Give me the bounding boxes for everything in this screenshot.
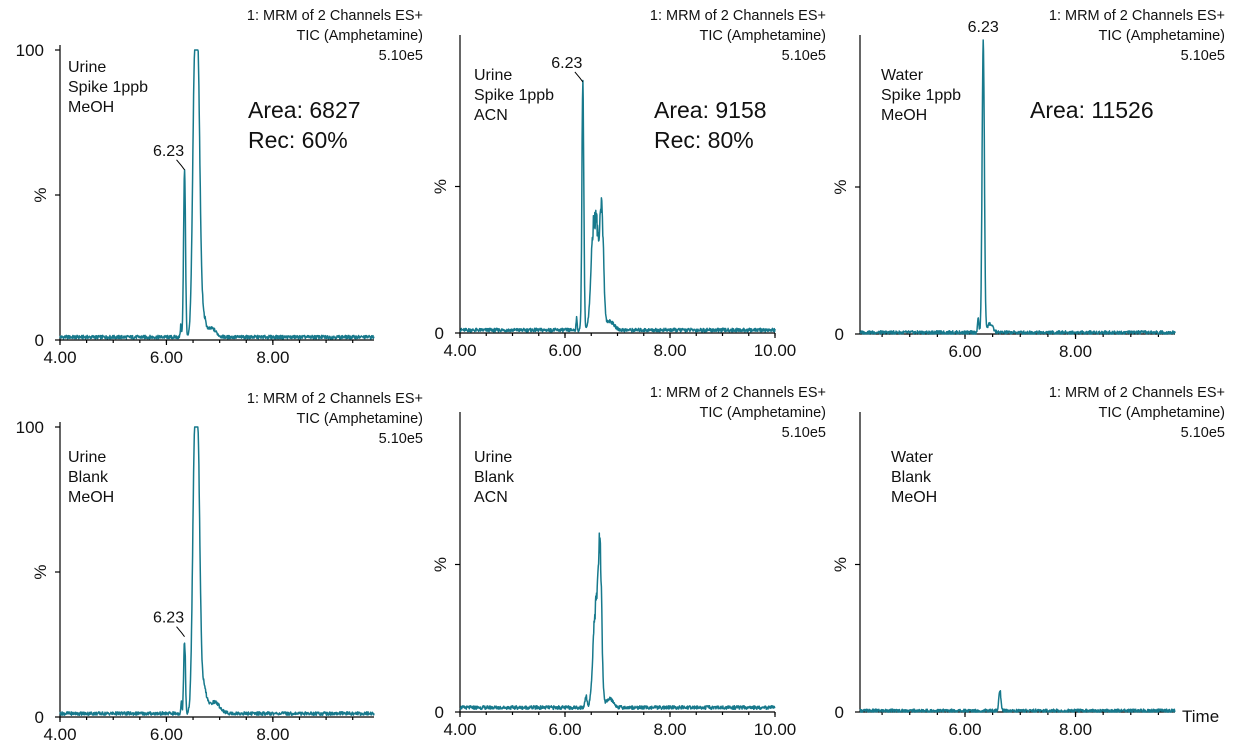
condition-line: Blank bbox=[474, 469, 515, 486]
condition-line: Spike 1ppb bbox=[881, 87, 961, 104]
x-tick-label: 8.00 bbox=[653, 341, 686, 360]
peak-leader bbox=[574, 71, 584, 83]
condition-line: ACN bbox=[474, 107, 508, 124]
header-line: 1: MRM of 2 Channels ES+ bbox=[247, 391, 423, 407]
area-annotation: Area: 6827 bbox=[248, 97, 361, 123]
x-tick-label: 10.00 bbox=[754, 341, 797, 360]
y-tick-label: 0 bbox=[835, 325, 844, 344]
x-tick-label: 8.00 bbox=[653, 720, 686, 739]
header-line: 1: MRM of 2 Channels ES+ bbox=[650, 8, 826, 24]
y-tick-label: 0 bbox=[35, 708, 44, 727]
header-line: TIC (Amphetamine) bbox=[1098, 405, 1225, 421]
x-tick-label: 6.00 bbox=[150, 725, 183, 744]
trace-line bbox=[59, 49, 375, 340]
x-tick-label: 8.00 bbox=[256, 725, 289, 744]
y-tick-label: 0 bbox=[435, 324, 444, 343]
peak-label: 6.23 bbox=[968, 19, 999, 36]
header-line: 5.10e5 bbox=[782, 48, 826, 64]
x-tick-label: 8.00 bbox=[256, 348, 289, 367]
condition-line: Water bbox=[891, 449, 934, 466]
trace-line bbox=[59, 426, 375, 717]
condition-line: Blank bbox=[68, 469, 109, 486]
peak-leader bbox=[176, 626, 185, 638]
x-tick-label: 6.00 bbox=[548, 341, 581, 360]
y-tick-label: 0 bbox=[435, 703, 444, 722]
trace-line bbox=[859, 39, 1176, 335]
x-tick-label: 10.00 bbox=[754, 720, 797, 739]
condition-line: MeOH bbox=[881, 107, 927, 124]
header-line: 5.10e5 bbox=[379, 431, 423, 447]
condition-line: Spike 1ppb bbox=[474, 87, 554, 104]
x-tick-label: 4.00 bbox=[443, 720, 476, 739]
x-tick-label: 8.00 bbox=[1059, 720, 1092, 739]
header-line: 5.10e5 bbox=[379, 48, 423, 64]
condition-line: Spike 1ppb bbox=[68, 79, 148, 96]
x-tick-label: 6.00 bbox=[948, 720, 981, 739]
condition-line: MeOH bbox=[68, 99, 114, 116]
chromatogram-panel: 6.00 8.00 0% 1: MRM of 2 Channels ES+ TIC (A… bbox=[831, 8, 1225, 361]
y-tick-label: 100 bbox=[16, 418, 44, 437]
y-axis-label: % bbox=[31, 564, 50, 579]
area-annotation: Area: 11526 bbox=[1030, 97, 1154, 123]
area-annotation: Rec: 80% bbox=[654, 127, 754, 153]
peak-leader bbox=[176, 159, 185, 171]
peak-label: 6.23 bbox=[153, 610, 184, 627]
chromatogram-panel: 4.00 6.00 8.00 10.00 0% 1: MRM of 2 Channels … bbox=[431, 385, 826, 739]
chromatogram-panel: 6.00 8.00 0% 1: MRM of 2 Channels ES+ TIC (A… bbox=[831, 385, 1225, 739]
area-annotation: Rec: 60% bbox=[248, 127, 348, 153]
trace-line bbox=[859, 689, 1176, 713]
chromatogram-panel: 4.00 6.00 8.00 0 100% 1: MRM of 2 Channels ES… bbox=[16, 391, 423, 744]
header-line: 1: MRM of 2 Channels ES+ bbox=[1049, 8, 1225, 24]
condition-line: MeOH bbox=[68, 489, 114, 506]
peak-label: 6.23 bbox=[153, 143, 184, 160]
condition-line: Blank bbox=[891, 469, 932, 486]
header-line: TIC (Amphetamine) bbox=[1098, 28, 1225, 44]
header-line: TIC (Amphetamine) bbox=[296, 28, 423, 44]
y-axis-label: % bbox=[831, 179, 850, 194]
x-tick-label: 6.00 bbox=[948, 342, 981, 361]
condition-line: Urine bbox=[474, 67, 512, 84]
header-line: TIC (Amphetamine) bbox=[296, 411, 423, 427]
condition-line: Urine bbox=[474, 449, 512, 466]
condition-line: ACN bbox=[474, 489, 508, 506]
y-axis-label: % bbox=[431, 179, 450, 194]
header-line: 5.10e5 bbox=[1181, 425, 1225, 441]
header-line: 5.10e5 bbox=[782, 425, 826, 441]
condition-line: Urine bbox=[68, 59, 106, 76]
trace-line bbox=[459, 532, 776, 711]
y-tick-label: 0 bbox=[35, 331, 44, 350]
y-axis-label: % bbox=[431, 557, 450, 572]
y-axis-label: % bbox=[31, 187, 50, 202]
chromatogram-panel: 4.00 6.00 8.00 0 100% 1: MRM of 2 Channels ES… bbox=[16, 8, 423, 367]
x-tick-label: 8.00 bbox=[1059, 342, 1092, 361]
area-annotation: Area: 9158 bbox=[654, 97, 767, 123]
x-tick-label: 6.00 bbox=[150, 348, 183, 367]
condition-line: MeOH bbox=[891, 489, 937, 506]
trace-line bbox=[459, 79, 776, 333]
header-line: 1: MRM of 2 Channels ES+ bbox=[1049, 385, 1225, 401]
header-line: 5.10e5 bbox=[1181, 48, 1225, 64]
header-line: 1: MRM of 2 Channels ES+ bbox=[650, 385, 826, 401]
y-tick-label: 0 bbox=[835, 703, 844, 722]
x-tick-label: 4.00 bbox=[43, 725, 76, 744]
header-line: TIC (Amphetamine) bbox=[699, 405, 826, 421]
condition-line: Water bbox=[881, 67, 924, 84]
x-tick-label: 4.00 bbox=[43, 348, 76, 367]
x-tick-label: 6.00 bbox=[548, 720, 581, 739]
peak-label: 6.23 bbox=[551, 55, 582, 72]
x-axis-title: Time bbox=[1182, 707, 1219, 726]
chromatogram-panel: 4.00 6.00 8.00 10.00 0% 1: MRM of 2 Channels … bbox=[431, 8, 826, 360]
condition-line: Urine bbox=[68, 449, 106, 466]
y-tick-label: 100 bbox=[16, 41, 44, 60]
header-line: TIC (Amphetamine) bbox=[699, 28, 826, 44]
header-line: 1: MRM of 2 Channels ES+ bbox=[247, 8, 423, 24]
x-tick-label: 4.00 bbox=[443, 341, 476, 360]
y-axis-label: % bbox=[831, 557, 850, 572]
